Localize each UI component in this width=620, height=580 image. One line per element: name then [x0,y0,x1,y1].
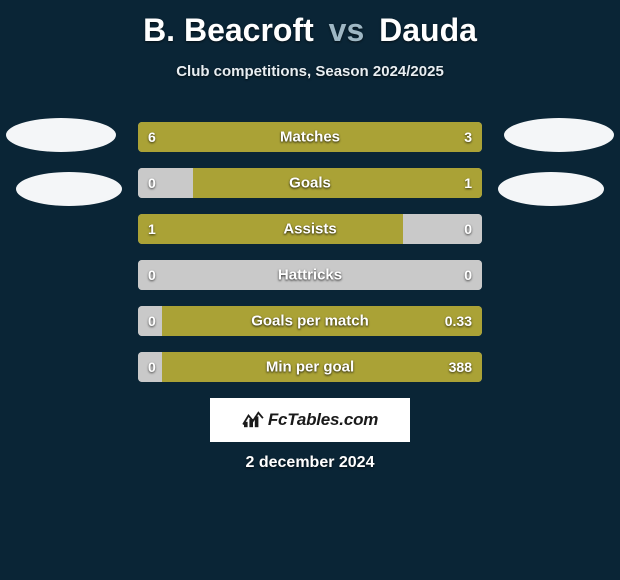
comparison-row: 0 0.33 Goals per match [138,306,482,336]
comparison-chart: 6 3 Matches 0 1 Goals 1 0 Assists 0 0 Hattricks 0 0.3… [138,122,482,398]
comparison-row: 0 388 Min per goal [138,352,482,382]
comparison-row: 0 1 Goals [138,168,482,198]
bar-label: Assists [283,221,336,238]
club-badge-player1-a [6,118,116,152]
comparison-row: 0 0 Hattricks [138,260,482,290]
bar-value-left: 0 [148,359,156,375]
bar-value-right: 3 [464,129,472,145]
subtitle: Club competitions, Season 2024/2025 [0,63,620,80]
club-badge-player2-b [498,172,604,206]
page-title: B. Beacroft vs Dauda [0,0,620,49]
brand-chart-icon [242,411,264,429]
date-text: 2 december 2024 [0,454,620,472]
comparison-row: 6 3 Matches [138,122,482,152]
club-badge-player1-b [16,172,122,206]
bar-value-right: 1 [464,175,472,191]
bar-label: Matches [280,129,340,146]
bar-value-left: 0 [148,267,156,283]
brand-badge: FcTables.com [210,398,410,442]
bar-label: Goals [289,175,331,192]
club-badge-player2-a [504,118,614,152]
bar-fill-left [138,214,403,244]
player2-name: Dauda [379,12,477,48]
bar-label: Min per goal [266,359,354,376]
bar-value-right: 0 [464,221,472,237]
bar-fill-right [193,168,482,198]
vs-text: vs [329,12,365,48]
bar-value-left: 6 [148,129,156,145]
player1-name: B. Beacroft [143,12,314,48]
bar-value-right: 0 [464,267,472,283]
bar-value-right: 0.33 [445,313,472,329]
bar-label: Hattricks [278,267,342,284]
brand-text: FcTables.com [268,410,378,430]
bar-value-left: 0 [148,313,156,329]
bar-label: Goals per match [251,313,369,330]
comparison-row: 1 0 Assists [138,214,482,244]
bar-fill-left [138,168,193,198]
bar-value-left: 0 [148,175,156,191]
bar-value-right: 388 [449,359,472,375]
bar-value-left: 1 [148,221,156,237]
